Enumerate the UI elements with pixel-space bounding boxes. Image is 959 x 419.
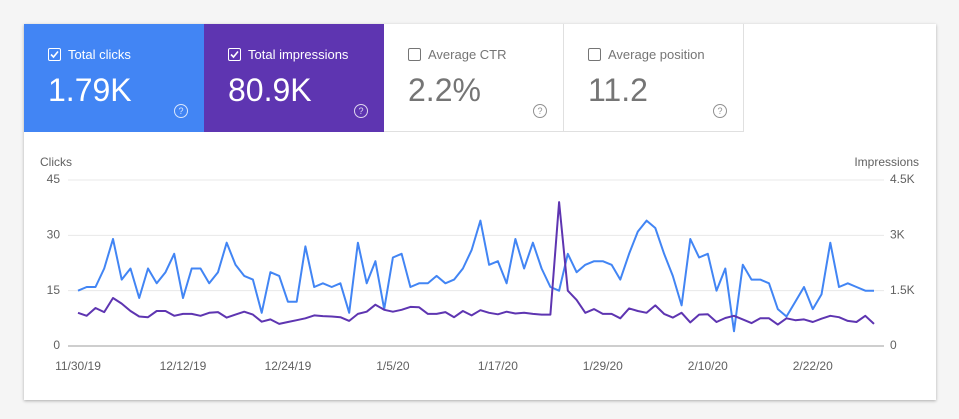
y2-tick-label: 4.5K [890, 172, 915, 186]
metric-value: 11.2 [588, 72, 648, 108]
help-icon[interactable]: ? [713, 104, 727, 118]
x-tick-label: 1/29/20 [583, 359, 623, 373]
help-icon[interactable]: ? [533, 104, 547, 118]
checkbox[interactable] [408, 48, 421, 61]
x-tick-label: 12/24/19 [265, 359, 312, 373]
series-line [77, 201, 875, 326]
metric-label: Total clicks [68, 47, 131, 62]
y2-axis-title: Impressions [854, 155, 919, 169]
checkbox[interactable] [588, 48, 601, 61]
checkbox[interactable] [228, 48, 241, 61]
metric-value: 1.79K [48, 72, 132, 108]
help-icon[interactable]: ? [174, 104, 188, 118]
metric-card[interactable]: Total clicks 1.79K ? [24, 24, 204, 132]
help-icon[interactable]: ? [354, 104, 368, 118]
x-tick-label: 2/10/20 [688, 359, 728, 373]
metric-value: 2.2% [408, 72, 481, 108]
y-tick-label: 15 [47, 283, 61, 297]
y-tick-label: 0 [53, 338, 60, 352]
metric-value: 80.9K [228, 72, 312, 108]
y2-tick-label: 1.5K [890, 283, 915, 297]
y2-tick-label: 3K [890, 228, 905, 242]
x-tick-label: 11/30/19 [55, 359, 101, 373]
metric-label: Average CTR [428, 47, 507, 62]
x-tick-label: 2/22/20 [793, 359, 833, 373]
metric-card[interactable]: Average position 11.2 ? [564, 24, 744, 132]
series-line [77, 219, 874, 333]
y-tick-label: 30 [47, 228, 61, 242]
metric-card[interactable]: Total impressions 80.9K ? [204, 24, 384, 132]
y-axis-title: Clicks [40, 155, 72, 169]
metric-label: Average position [608, 47, 705, 62]
checkbox[interactable] [48, 48, 61, 61]
metric-card[interactable]: Average CTR 2.2% ? [384, 24, 564, 132]
metric-label: Total impressions [248, 47, 349, 62]
y-tick-label: 45 [47, 172, 61, 186]
y2-tick-label: 0 [890, 338, 897, 352]
x-tick-label: 1/5/20 [376, 359, 410, 373]
performance-panel: Total clicks 1.79K ? Total impressions 8… [24, 24, 936, 400]
x-tick-label: 12/12/19 [160, 359, 207, 373]
x-tick-label: 1/17/20 [478, 359, 518, 373]
